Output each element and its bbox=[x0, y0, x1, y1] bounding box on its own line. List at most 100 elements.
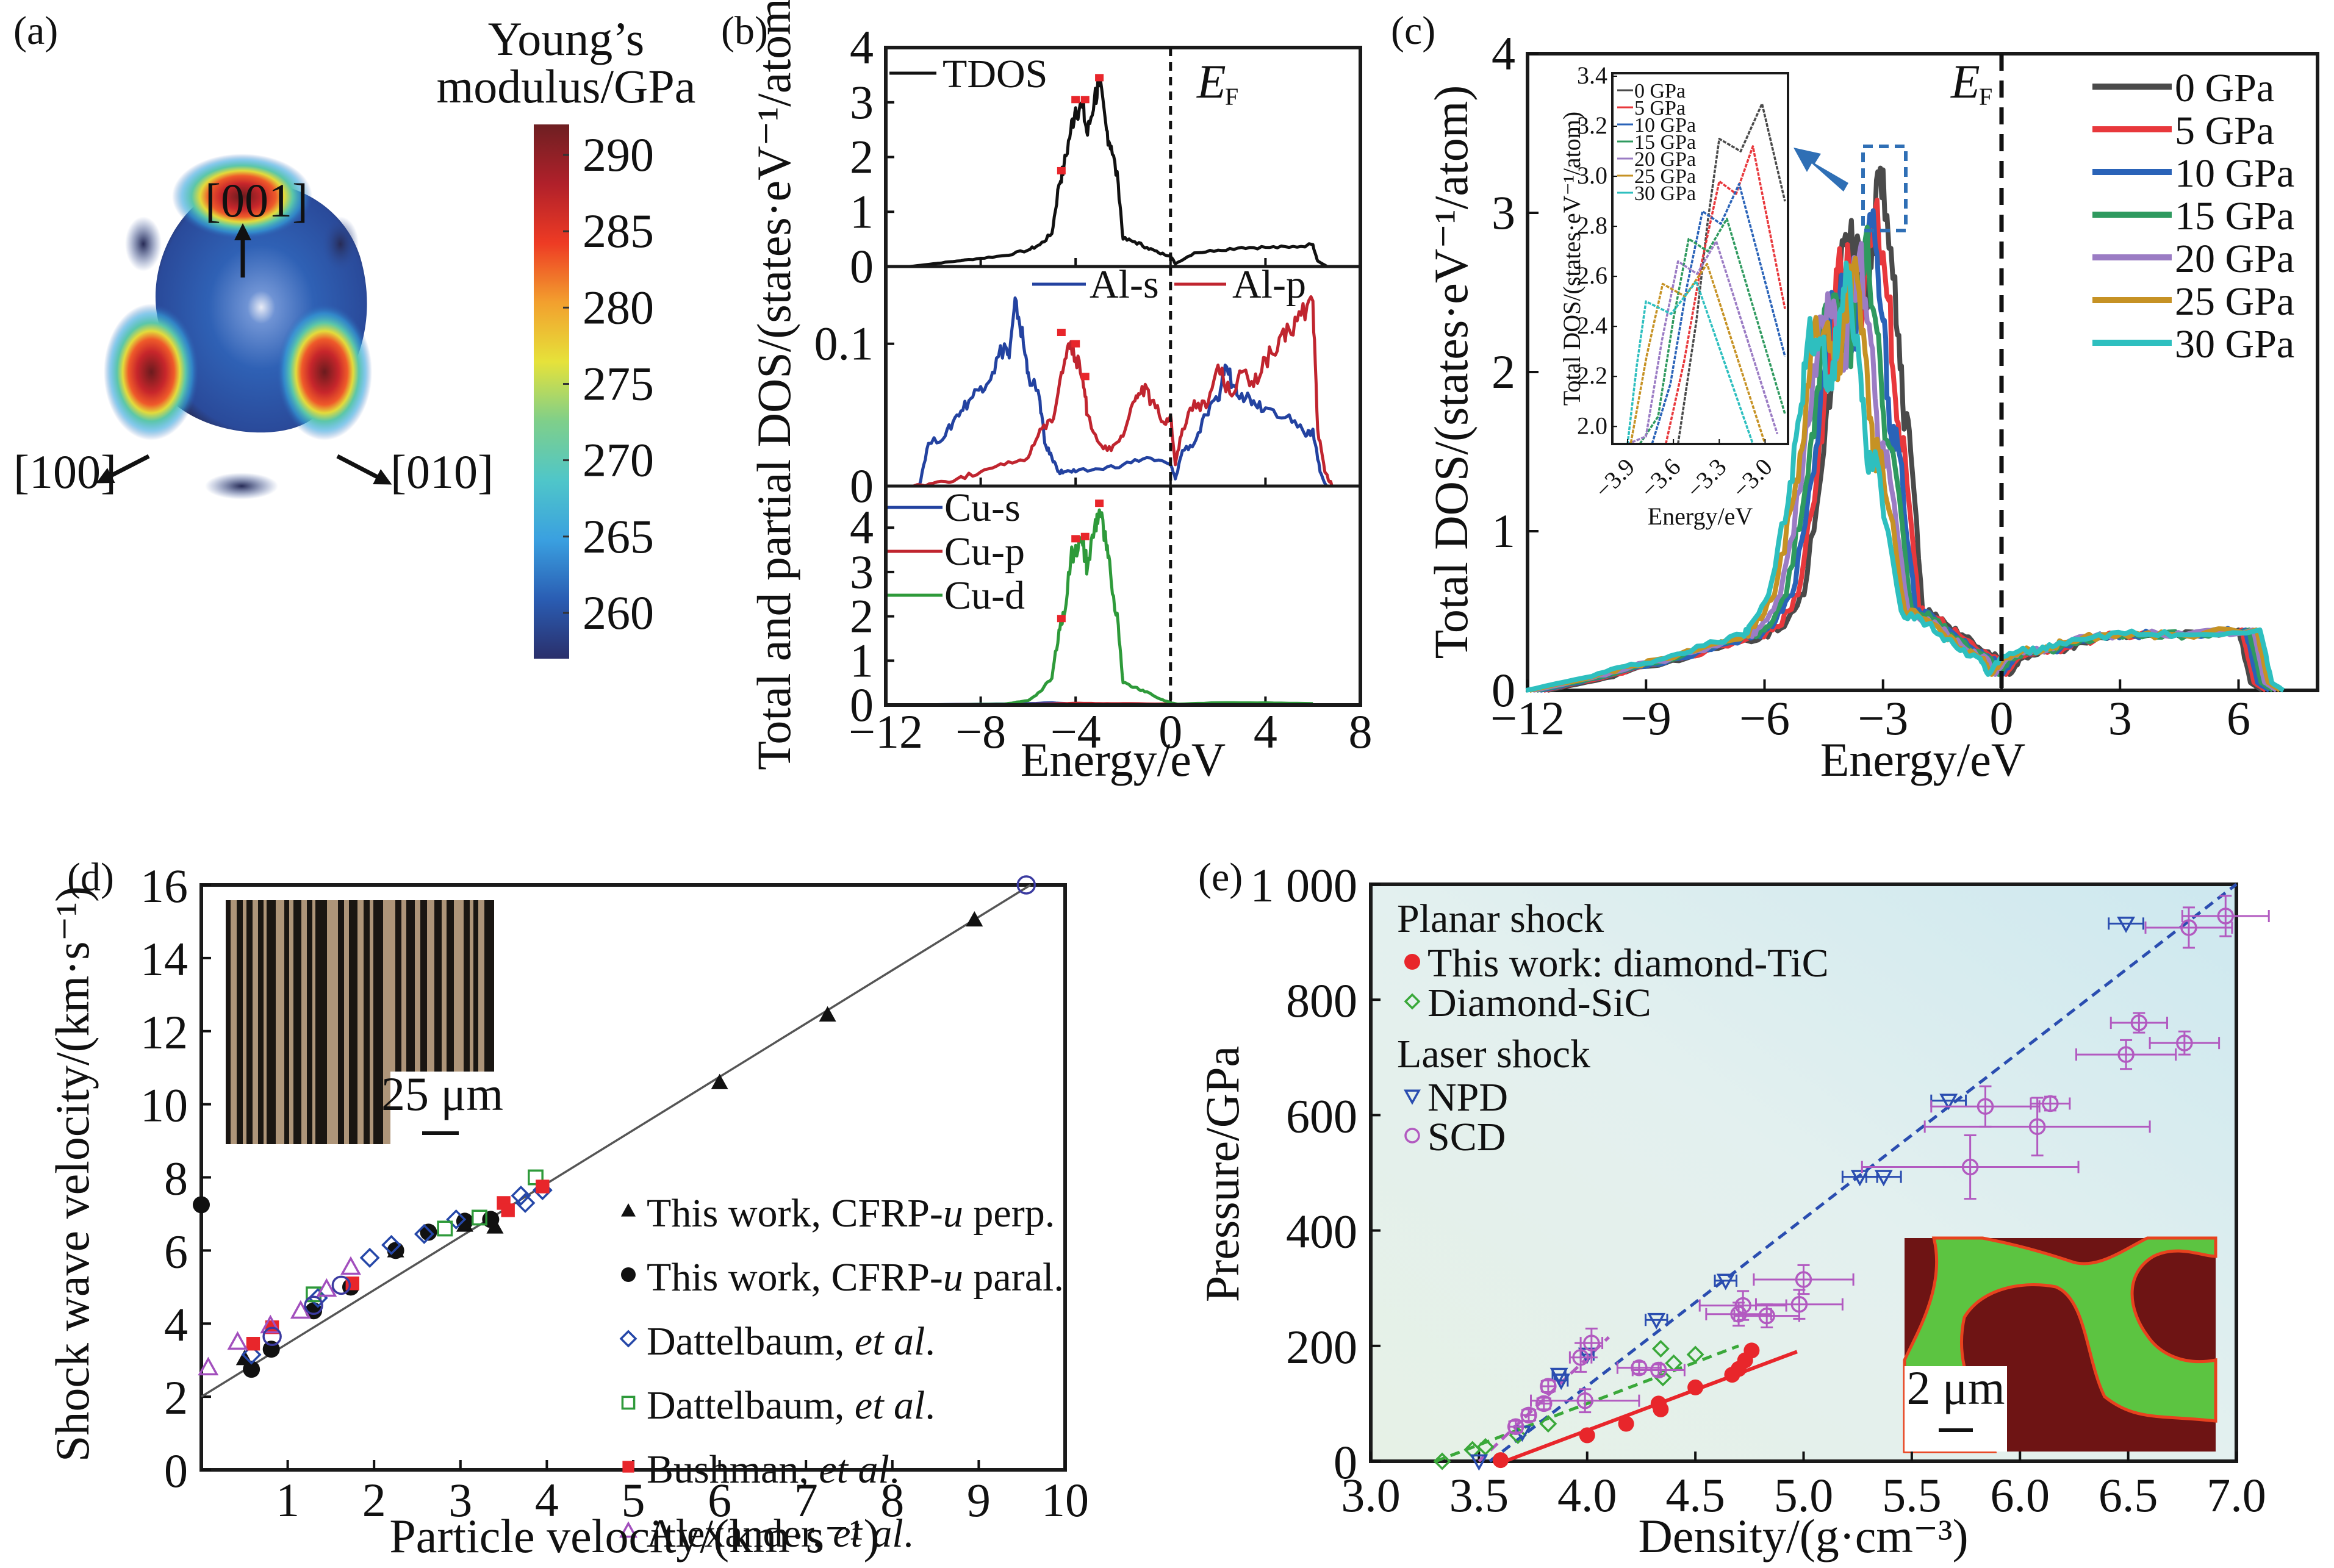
e-data-point bbox=[1650, 1361, 1667, 1379]
d-data-point bbox=[515, 1192, 536, 1213]
e-x-tick-label: 7.0 bbox=[2207, 1469, 2266, 1522]
e-legend-label: SCD bbox=[1427, 1115, 1506, 1159]
e-scale-bar-bg bbox=[1905, 1366, 2007, 1452]
b-y-tick-label: 0.1 bbox=[814, 317, 874, 370]
d-fiber bbox=[327, 900, 338, 1144]
d-legend-label: Alexander, et al. bbox=[647, 1511, 913, 1556]
c-inset-series bbox=[1627, 240, 1779, 445]
d-series-2 bbox=[241, 1180, 553, 1365]
legend-text-italic: u bbox=[943, 1255, 963, 1300]
c-inset-legend-label: 30 GPa bbox=[1634, 182, 1696, 205]
b-x-tick-label: 8 bbox=[1349, 705, 1373, 758]
b-y-tick-label: 4 bbox=[850, 501, 874, 554]
d-legend-label: Dattelbaum, et al. bbox=[647, 1383, 935, 1428]
d-data-point bbox=[711, 1073, 728, 1089]
d-data-point bbox=[501, 1203, 515, 1217]
c-x-tick-label: 0 bbox=[1990, 692, 2014, 745]
d-legend-label: This work, CFRP-u paral. bbox=[647, 1255, 1064, 1300]
c-inset-y-tick-label: 2.0 bbox=[1577, 412, 1607, 439]
e-data-point bbox=[1874, 1170, 1893, 1187]
d-y-tick-label: 2 bbox=[164, 1371, 188, 1424]
b-y-tick-label: 0 bbox=[850, 240, 874, 293]
c-inset: 2.0 2.2 2.4 2.6 2.8 3.0 3.2 3.4 −3.9−3.6−3.3−3.0… bbox=[1558, 62, 1789, 530]
c-series-30-GPa bbox=[1525, 260, 2285, 693]
d-y-tick-label: 4 bbox=[164, 1298, 188, 1351]
e-data-point bbox=[2130, 1014, 2148, 1031]
b-peak-marker bbox=[1071, 535, 1080, 543]
panel-a-youngs-modulus: (a) [001] [100] [010] Young’s modulus/GP… bbox=[13, 9, 695, 659]
legend-text-main: Alexander, bbox=[647, 1511, 833, 1556]
d-data-point bbox=[966, 911, 983, 927]
e-legend: Planar shock Laser shock This work: diamon… bbox=[1397, 897, 1829, 1159]
panel-label-c: (c) bbox=[1391, 9, 1435, 53]
coldspot-left bbox=[125, 217, 162, 271]
d-x-tick-label: 2 bbox=[362, 1473, 386, 1527]
e-data-point bbox=[1730, 1306, 1747, 1323]
d-data-point bbox=[227, 1331, 248, 1350]
d-data-point bbox=[511, 1185, 531, 1206]
colorbar-tick-label: 290 bbox=[583, 128, 654, 181]
d-data-point bbox=[472, 1209, 487, 1226]
e-data-point bbox=[1961, 1158, 1979, 1176]
e-data-point bbox=[1507, 1418, 1524, 1435]
c-inset-y-tick-label: 2.8 bbox=[1577, 212, 1607, 239]
e-y-tick-label: 1 000 bbox=[1251, 859, 1358, 912]
c-inset-x-tick-label: −3.3 bbox=[1681, 453, 1732, 504]
b-fermi-sub: F bbox=[1225, 83, 1238, 110]
e-data-point bbox=[1520, 1406, 1537, 1424]
b-fermi-label: E bbox=[1196, 55, 1226, 108]
c-y-tick-label: 2 bbox=[1492, 345, 1515, 398]
d-data-point bbox=[819, 1006, 836, 1022]
e-data-point bbox=[2028, 1118, 2046, 1136]
e-legend-group-planar: Planar shock bbox=[1397, 897, 1604, 941]
arrow-100 bbox=[96, 454, 150, 484]
d-data-point bbox=[260, 1314, 281, 1334]
b-x-tick-label: −4 bbox=[1050, 705, 1101, 758]
legend-text-italic: et al bbox=[833, 1511, 903, 1556]
b-peak-marker bbox=[1095, 74, 1104, 82]
d-x-tick-label: 6 bbox=[708, 1473, 731, 1527]
legend-text-tail: perp. bbox=[963, 1191, 1055, 1236]
e-data-point bbox=[1651, 1340, 1670, 1358]
d-fiber bbox=[370, 900, 373, 1144]
e-data-point bbox=[1552, 1373, 1571, 1391]
c-x-tick-label: −12 bbox=[1490, 692, 1565, 745]
coldspot-right bbox=[322, 217, 359, 271]
c-y-tick-label: 4 bbox=[1492, 27, 1515, 80]
d-x-tick-label: 9 bbox=[967, 1473, 991, 1527]
d-x-axis-title: Particle velocity/(km·s⁻¹) bbox=[389, 1509, 879, 1563]
panel-label-e: (e) bbox=[1198, 855, 1243, 900]
e-data-point bbox=[1716, 1273, 1735, 1291]
b-frame bbox=[884, 46, 1362, 707]
d-y-tick-label: 8 bbox=[164, 1152, 188, 1205]
c-inset-legend-label: 15 GPa bbox=[1634, 131, 1696, 154]
b-y-tick-label: 1 bbox=[850, 185, 874, 238]
legend-text-main: Bushman, bbox=[647, 1447, 819, 1492]
e-data-point bbox=[1476, 1437, 1495, 1456]
c-zoom-box bbox=[1861, 145, 1908, 232]
b-y-tick-label: 3 bbox=[850, 76, 874, 129]
b-legend: TDOS Al-s Al-p Cu-sCu-pCu-d bbox=[888, 52, 1306, 618]
c-legend-label: 10 GPa bbox=[2175, 151, 2294, 196]
hotspot-100 bbox=[104, 304, 199, 440]
c-inset-x-tick-label: −3.6 bbox=[1635, 453, 1686, 504]
d-fiber bbox=[470, 900, 473, 1144]
e-data-point bbox=[1850, 1170, 1869, 1187]
c-inset-series bbox=[1664, 145, 1786, 445]
b-subplot-Al: 00.1 bbox=[814, 295, 1334, 512]
colorbar-tick-label: 275 bbox=[583, 357, 654, 410]
d-data-point bbox=[528, 1169, 544, 1186]
d-data-point bbox=[246, 1337, 260, 1351]
d-series-4 bbox=[246, 1180, 550, 1351]
d-legend: This work, CFRP-u perp.This work, CFRP-u… bbox=[619, 1191, 1064, 1556]
c-zoom-arrow-icon bbox=[1794, 148, 1848, 192]
d-fiber bbox=[442, 900, 447, 1144]
legend-label-Cu-p: Cu-p bbox=[944, 529, 1025, 574]
e-inset-map: 2 μm bbox=[1903, 1236, 2217, 1453]
legend-text-tail: . bbox=[925, 1319, 935, 1364]
e-legend-label: NPD bbox=[1427, 1075, 1508, 1120]
e-data-point bbox=[1492, 1452, 1509, 1469]
